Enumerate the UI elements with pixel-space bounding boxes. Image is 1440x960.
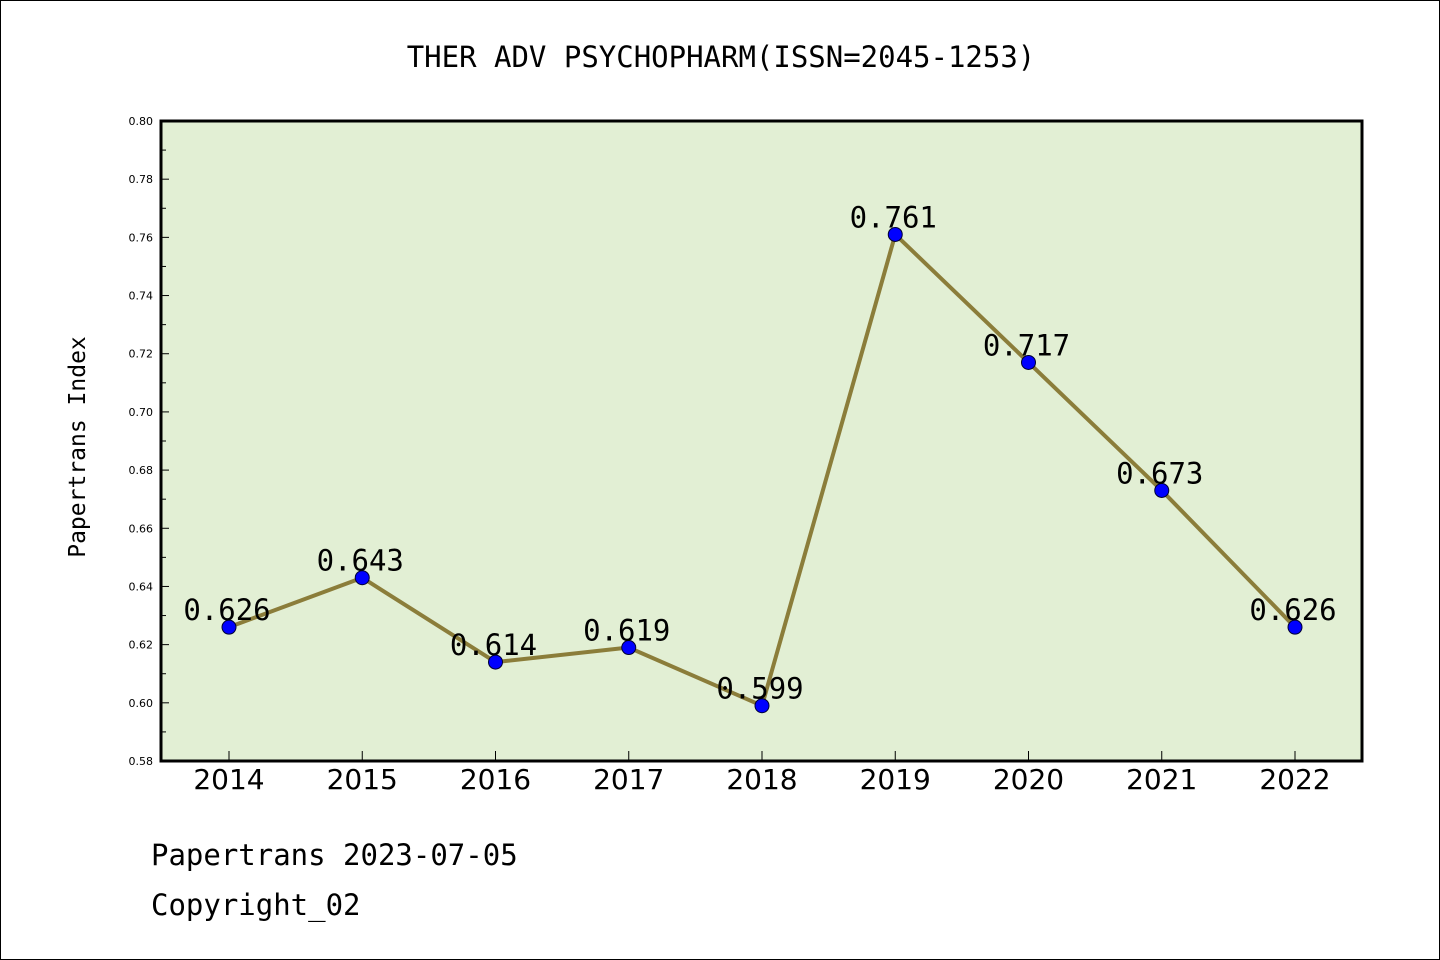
- data-label: 0.599: [716, 672, 803, 706]
- chart-title: THER ADV PSYCHOPHARM(ISSN=2045-1253): [407, 40, 1036, 74]
- plot-area: [161, 121, 1362, 761]
- y-tick-label: 0.58: [129, 755, 154, 768]
- plot-border: [159, 119, 1364, 763]
- data-point: [1021, 354, 1036, 370]
- x-tick-label: 2020: [993, 763, 1064, 796]
- y-tick-label: 0.80: [129, 115, 154, 128]
- y-tick-label: 0.76: [129, 231, 154, 244]
- x-tick-label: 2015: [327, 763, 398, 796]
- data-label: 0.717: [983, 328, 1070, 362]
- data-label: 0.626: [183, 593, 270, 627]
- x-tick-label: 2018: [726, 763, 797, 796]
- y-tick-label: 0.68: [129, 464, 154, 477]
- x-tick-label: 2016: [460, 763, 531, 796]
- data-label: 0.643: [317, 544, 404, 578]
- data-point: [887, 226, 903, 242]
- data-point: [621, 640, 637, 656]
- x-tick-label: 2021: [1126, 763, 1197, 796]
- x-tick-label: 2019: [860, 763, 931, 796]
- y-tick-label: 0.62: [129, 639, 154, 652]
- y-axis: 0.58 0.60 0.62 0.64 0.66 0.68 0.70 0.72 0.74 0.76…: [129, 115, 169, 768]
- x-tick-label: 2022: [1259, 763, 1330, 796]
- data-label: 0.626: [1249, 593, 1336, 627]
- data-point: [354, 570, 370, 586]
- data-label: 0.673: [1116, 456, 1203, 490]
- data-label: 0.761: [850, 200, 937, 234]
- x-tick-label: 2017: [593, 763, 664, 796]
- footer-copyright: Copyright_02: [151, 888, 361, 923]
- data-point: [1287, 619, 1303, 635]
- y-tick-label: 0.72: [129, 348, 154, 361]
- data-label: 0.619: [583, 614, 670, 648]
- y-axis-label: Papertrans Index: [65, 336, 91, 558]
- data-labels: 0.626 0.643 0.614 0.619 0.599 0.761 0.717 0.673…: [183, 200, 1336, 705]
- x-tick-label: 2014: [193, 763, 264, 796]
- footer-date: Papertrans 2023-07-05: [151, 838, 518, 872]
- data-point: [488, 654, 503, 670]
- y-tick-label: 0.74: [129, 290, 154, 303]
- data-point: [1154, 482, 1170, 498]
- y-tick-label: 0.78: [129, 173, 154, 186]
- data-point: [221, 619, 237, 635]
- y-tick-label: 0.66: [129, 522, 154, 535]
- y-tick-label: 0.60: [129, 697, 154, 710]
- x-axis: 2014 2015 2016 2017 2018 2019 2020 2021 2022: [193, 751, 1331, 796]
- data-point: [754, 698, 770, 714]
- data-points: [221, 226, 1303, 714]
- y-tick-label: 0.64: [129, 580, 154, 593]
- y-tick-label: 0.70: [129, 406, 154, 419]
- data-label: 0.614: [450, 628, 537, 662]
